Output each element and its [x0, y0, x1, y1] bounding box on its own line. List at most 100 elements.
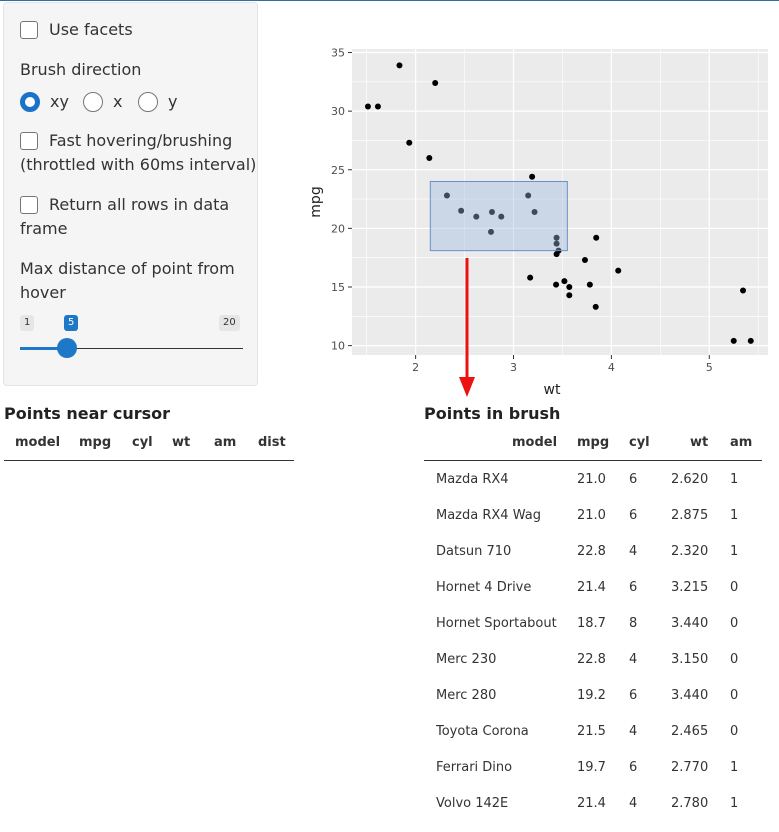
cell-mpg: 21.4 — [577, 580, 606, 595]
x-tick-label: 4 — [608, 361, 615, 374]
y-tick-label: 30 — [331, 105, 345, 118]
axis-ticks: 2 3 4 5 10 15 20 25 30 35 — [331, 47, 713, 374]
plot-panel[interactable] — [352, 49, 768, 355]
data-point — [396, 62, 403, 69]
fast-hover-label-cont: (throttled with 60ms interval) — [20, 155, 257, 174]
data-point — [531, 208, 538, 215]
data-point — [553, 234, 560, 241]
data-point — [593, 234, 600, 241]
cell-cyl: 6 — [629, 580, 638, 595]
cell-mpg: 22.8 — [577, 544, 606, 559]
cell-mpg: 21.0 — [577, 472, 606, 487]
y-tick-label: 10 — [331, 340, 345, 353]
cell-am: 1 — [730, 796, 739, 811]
cell-mpg: 19.2 — [577, 688, 606, 703]
cell-am: 1 — [730, 760, 739, 775]
data-point — [458, 207, 465, 214]
radio-x[interactable] — [83, 92, 103, 112]
data-point — [592, 303, 599, 310]
data-point — [566, 284, 573, 290]
cell-model: Merc 230 — [436, 652, 497, 667]
cell-am: 1 — [730, 544, 739, 559]
use-facets-checkbox[interactable] — [20, 21, 38, 39]
cell-wt: 2.875 — [671, 508, 709, 523]
top-border — [0, 0, 779, 1]
cell-model: Hornet Sportabout — [436, 616, 557, 631]
data-point — [487, 228, 494, 235]
data-point — [747, 337, 754, 344]
fast-hover-label: Fast hovering/brushing — [49, 131, 233, 150]
fast-hover-checkbox[interactable] — [20, 132, 38, 150]
slider-track[interactable] — [20, 348, 243, 349]
cell-model: Mazda RX4 — [436, 472, 509, 487]
cell-mpg: 19.7 — [577, 760, 606, 775]
data-point — [364, 103, 371, 110]
y-tick-label: 20 — [331, 222, 345, 235]
in-brush-title: Points in brush — [424, 404, 561, 423]
cell-am: 1 — [730, 508, 739, 523]
cell-mpg: 21.0 — [577, 508, 606, 523]
data-points — [364, 62, 754, 344]
slider-fill — [20, 347, 67, 350]
slider-handle[interactable] — [56, 338, 77, 358]
cell-model: Hornet 4 Drive — [436, 580, 532, 595]
radio-y-label: y — [168, 92, 178, 111]
cell-am: 0 — [730, 580, 739, 595]
y-tick-label: 35 — [331, 47, 345, 60]
scatter-plot[interactable]: 2 3 4 5 10 15 20 25 30 35 wt mpg — [300, 30, 779, 405]
near-col-cyl: cyl — [132, 435, 153, 450]
y-axis-label: mpg — [308, 186, 324, 217]
grid-lines — [352, 49, 768, 355]
data-point — [553, 251, 560, 258]
return-rows-label-cont: frame — [20, 219, 68, 238]
cell-model: Toyota Corona — [436, 724, 529, 739]
annotation-arrow — [459, 258, 475, 397]
cell-mpg: 22.8 — [577, 652, 606, 667]
brush-direction-label: Brush direction — [20, 60, 142, 79]
data-point — [615, 267, 622, 274]
cell-wt: 3.440 — [671, 616, 709, 631]
data-point — [561, 278, 568, 285]
data-point — [432, 80, 439, 86]
cell-model: Datsun 710 — [436, 544, 512, 559]
cell-cyl: 4 — [629, 724, 638, 739]
return-rows-checkbox[interactable] — [20, 196, 38, 214]
slider-max-label: 20 — [219, 315, 240, 331]
x-tick-label: 2 — [412, 361, 419, 374]
brush-col-mpg: mpg — [577, 435, 610, 450]
y-tick-label: 25 — [331, 164, 345, 177]
cell-am: 0 — [730, 616, 739, 631]
near-col-dist: dist — [258, 435, 286, 450]
cell-cyl: 4 — [629, 652, 638, 667]
cell-wt: 3.150 — [671, 652, 709, 667]
return-rows-label: Return all rows in data — [49, 195, 230, 214]
cell-wt: 2.620 — [671, 472, 709, 487]
data-point — [730, 337, 737, 344]
cell-cyl: 8 — [629, 616, 638, 631]
near-cursor-title: Points near cursor — [4, 404, 171, 423]
brush-rectangle[interactable] — [429, 180, 568, 252]
radio-xy[interactable] — [20, 92, 40, 112]
cell-wt: 2.320 — [671, 544, 709, 559]
cell-model: Mazda RX4 Wag — [436, 508, 541, 523]
data-point — [586, 281, 593, 288]
data-point — [473, 213, 480, 220]
use-facets-label: Use facets — [49, 20, 133, 39]
data-point — [406, 139, 413, 146]
x-axis-label: wt — [544, 382, 561, 398]
cell-mpg: 18.7 — [577, 616, 606, 631]
x-tick-label: 3 — [510, 361, 517, 374]
slider-min-label: 1 — [20, 315, 35, 331]
brush-col-cyl: cyl — [629, 435, 650, 450]
data-point — [529, 173, 536, 180]
data-point — [426, 155, 433, 162]
cell-am: 0 — [730, 652, 739, 667]
radio-y[interactable] — [138, 92, 158, 112]
cell-wt: 3.215 — [671, 580, 709, 595]
brush-col-am: am — [730, 435, 753, 450]
brush-header-divider — [424, 460, 762, 461]
cell-wt: 2.770 — [671, 760, 709, 775]
cell-am: 1 — [730, 472, 739, 487]
data-point — [488, 208, 495, 215]
data-point — [525, 192, 532, 199]
